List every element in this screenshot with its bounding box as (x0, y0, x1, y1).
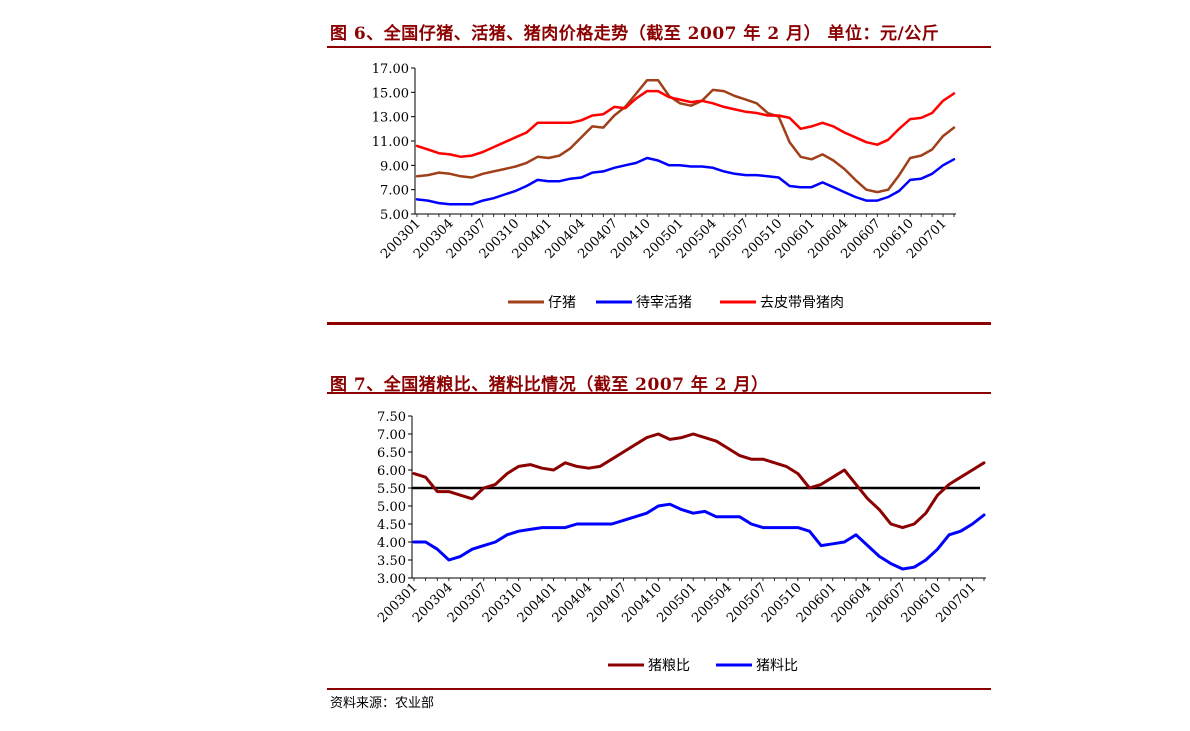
legend-label: 去皮带骨猪肉 (760, 295, 844, 311)
y-tick-label: 3.00 (377, 572, 406, 587)
ratio-chart: 3.00 3.50 4.00 4.50 5.00 5.50 6.00 6.50 7.00 7.50… (330, 398, 990, 688)
y-tick-label: 5.00 (380, 208, 409, 223)
series-line-1 (412, 432, 986, 530)
y-tick-label: 5.50 (377, 482, 406, 497)
ratio-chart-svg: 3.00 3.50 4.00 4.50 5.00 5.50 6.00 6.50 7.00 7.50… (375, 410, 986, 674)
series-line-2 (412, 502, 986, 571)
title-divider (327, 392, 991, 394)
y-tick-label: 4.50 (377, 518, 406, 533)
y-tick-label: 9.00 (380, 159, 409, 174)
legend-label: 待宰活猪 (636, 295, 692, 311)
legend-label: 仔猪 (548, 295, 576, 311)
y-tick-label: 3.50 (377, 554, 406, 569)
section-divider (327, 688, 991, 690)
series-line-3 (415, 89, 956, 159)
y-tick-label: 13.00 (372, 111, 409, 126)
series-line-1 (415, 78, 956, 194)
y-tick-label: 7.50 (377, 410, 406, 425)
y-tick-label: 15.00 (372, 86, 409, 101)
y-tick-label: 11.00 (372, 135, 409, 150)
source-note: 资料来源：农业部 (330, 696, 435, 711)
y-tick-label: 6.50 (377, 446, 406, 461)
y-tick-label: 6.00 (377, 464, 406, 479)
legend-label: 猪料比 (756, 658, 798, 674)
y-tick-label: 5.00 (377, 500, 406, 515)
figure-7-title: 图 7、全国猪粮比、猪料比情况（截至 2007 年 2 月） (330, 375, 769, 395)
series-line-2 (415, 156, 956, 206)
y-tick-label: 7.00 (380, 184, 409, 199)
legend-label: 猪粮比 (648, 658, 690, 674)
y-tick-label: 7.00 (377, 428, 406, 443)
price-chart: 5.00 7.00 9.00 11.00 13.00 15.00 17.00 200301 20… (330, 52, 990, 324)
y-tick-label: 17.00 (372, 62, 409, 77)
price-chart-svg: 5.007.009.0011.0013.0015.0017.0020030120… (372, 62, 956, 311)
title-divider (327, 46, 991, 48)
section-divider (327, 322, 991, 325)
y-tick-label: 4.00 (377, 536, 406, 551)
figure-6-title: 图 6、全国仔猪、活猪、猪肉价格走势（截至 2007 年 2 月） 单位：元/公… (330, 24, 940, 44)
